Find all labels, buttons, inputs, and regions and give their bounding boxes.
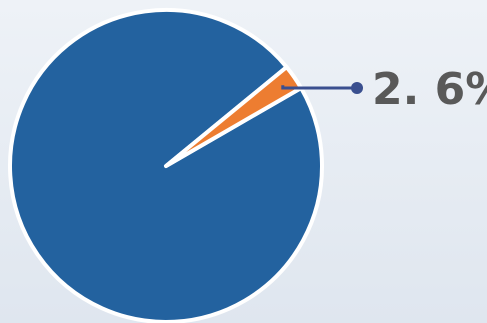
slices-layer [8, 8, 324, 323]
leader-dot-1 [351, 82, 363, 94]
leader-line-1 [281, 85, 357, 90]
labels-layer: 2. 6% [281, 64, 487, 115]
data-label-1: 2. 6% [372, 64, 487, 115]
